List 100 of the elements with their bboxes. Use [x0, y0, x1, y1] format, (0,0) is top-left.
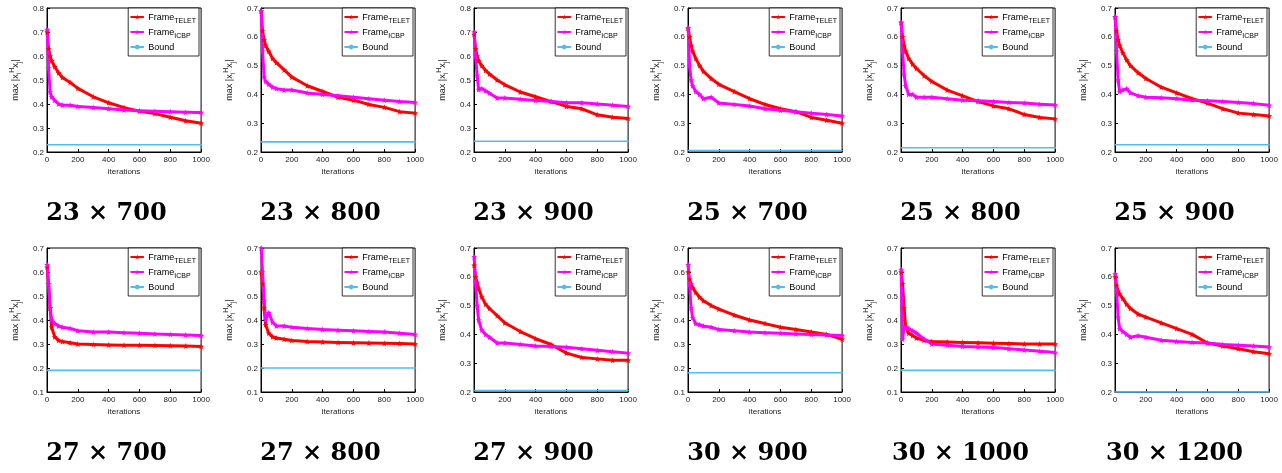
y-tick-label: 0.7: [246, 3, 259, 13]
legend-label: Bound: [1216, 282, 1243, 292]
x-tick-label: 400: [529, 154, 544, 164]
x-axis-title: iterations: [535, 167, 568, 177]
y-tick-label: 0.8: [32, 3, 45, 13]
y-tick-label: 0.4: [32, 315, 45, 325]
x-tick-label: 200: [284, 394, 299, 404]
x-tick-label: 400: [1169, 394, 1184, 404]
y-tick-label: 0.2: [673, 363, 686, 373]
x-tick-label: 1000: [1260, 394, 1279, 404]
x-tick-label: 800: [377, 394, 392, 404]
text: 30 × 1200: [1105, 436, 1244, 466]
y-tick-label: 0.5: [32, 291, 45, 301]
x-tick-label: 600: [773, 394, 788, 404]
y-tick-label: 0.3: [1100, 118, 1113, 128]
x-tick-label: 400: [315, 394, 330, 404]
x-tick-label: 0: [899, 154, 905, 164]
x-tick-label: 600: [773, 154, 788, 164]
text: 23 × 900: [473, 196, 594, 226]
y-tick-label: 0.5: [887, 291, 899, 301]
x-tick-label: 0: [899, 394, 905, 404]
x-tick-label: 0: [1112, 394, 1118, 404]
x-tick-label: 400: [101, 394, 116, 404]
x-tick-label: 800: [590, 394, 605, 404]
y-tick-label: 0.7: [460, 243, 472, 253]
x-tick-label: 800: [1018, 394, 1032, 404]
y-tick-label: 0.7: [32, 243, 45, 253]
y-tick-label: 0.3: [32, 339, 45, 349]
y-tick-label: 0.6: [32, 267, 45, 277]
y-tick-label: 0.4: [887, 89, 899, 99]
y-tick-label: 0.4: [246, 89, 259, 99]
x-tick-label: 600: [987, 154, 1002, 164]
y-tick-label: 0.7: [673, 3, 686, 13]
x-tick-label: 1000: [405, 394, 425, 404]
y-tick-label: 0.2: [246, 147, 259, 157]
y-tick-label: 0.5: [460, 75, 472, 85]
x-tick-label: 800: [163, 154, 178, 164]
y-tick-label: 0.4: [1100, 89, 1113, 99]
y-tick-label: 0.7: [887, 243, 899, 253]
x-tick-label: 600: [559, 154, 574, 164]
x-axis-title: iterations: [107, 407, 141, 417]
x-tick-label: 1000: [833, 394, 852, 404]
x-tick-label: 400: [101, 154, 116, 164]
x-tick-label: 800: [1018, 154, 1032, 164]
text: 30 × 900: [687, 436, 808, 466]
y-tick-label: 0.1: [673, 387, 686, 397]
y-tick-label: 0.3: [246, 118, 259, 128]
x-tick-label: 200: [284, 154, 299, 164]
x-axis-title: iterations: [1175, 167, 1209, 177]
y-tick-label: 0.3: [460, 123, 472, 133]
x-tick-label: 600: [132, 394, 147, 404]
y-tick-label: 0.1: [246, 387, 259, 397]
x-tick-label: 600: [346, 394, 361, 404]
x-tick-label: 0: [44, 394, 50, 404]
x-tick-label: 800: [1231, 154, 1246, 164]
y-tick-label: 0.2: [32, 147, 45, 157]
y-tick-label: 0.2: [673, 147, 686, 157]
x-tick-label: 0: [685, 394, 691, 404]
y-tick-label: 0.6: [1100, 272, 1113, 282]
y-tick-label: 0.3: [1100, 358, 1113, 368]
x-tick-label: 400: [956, 154, 971, 164]
x-tick-label: 0: [258, 394, 264, 404]
y-tick-label: 0.7: [32, 27, 45, 37]
y-tick-label: 0.7: [1100, 243, 1113, 253]
y-tick-label: 0.4: [32, 99, 45, 109]
y-tick-label: 0.7: [1100, 3, 1113, 13]
y-tick-label: 0.2: [1100, 147, 1113, 157]
y-tick-label: 0.2: [460, 147, 472, 157]
y-tick-label: 0.7: [673, 243, 686, 253]
legend-label: Bound: [575, 42, 602, 52]
y-tick-label: 0.3: [32, 123, 45, 133]
text: 25 × 800: [900, 196, 1022, 226]
y-tick-label: 0.5: [32, 75, 45, 85]
x-tick-label: 800: [804, 154, 819, 164]
x-tick-label: 400: [315, 154, 330, 164]
x-tick-label: 200: [1139, 394, 1154, 404]
y-tick-label: 0.4: [246, 315, 259, 325]
y-tick-label: 0.5: [246, 291, 259, 301]
legend-label: Bound: [148, 42, 175, 52]
y-tick-label: 0.4: [460, 99, 472, 109]
y-tick-label: 0.3: [673, 118, 686, 128]
text: 23 × 700: [46, 196, 167, 226]
x-tick-label: 1000: [619, 394, 638, 404]
legend-label: Bound: [361, 42, 388, 52]
x-tick-label: 600: [346, 154, 361, 164]
y-tick-label: 0.4: [460, 329, 472, 339]
y-tick-label: 0.1: [887, 387, 899, 397]
x-tick-label: 1000: [192, 394, 211, 404]
text: 25 × 700: [687, 196, 808, 226]
y-tick-label: 0.6: [887, 267, 899, 277]
y-tick-label: 0.6: [673, 267, 686, 277]
x-tick-label: 800: [1231, 394, 1246, 404]
text: 27 × 800: [259, 436, 381, 466]
y-tick-label: 0.3: [246, 339, 259, 349]
x-tick-label: 0: [685, 154, 691, 164]
y-tick-label: 0.5: [1100, 61, 1113, 71]
x-tick-label: 600: [987, 394, 1002, 404]
y-tick-label: 0.5: [673, 61, 686, 71]
y-tick-label: 0.2: [887, 363, 899, 373]
x-axis-title: iterations: [535, 407, 568, 417]
